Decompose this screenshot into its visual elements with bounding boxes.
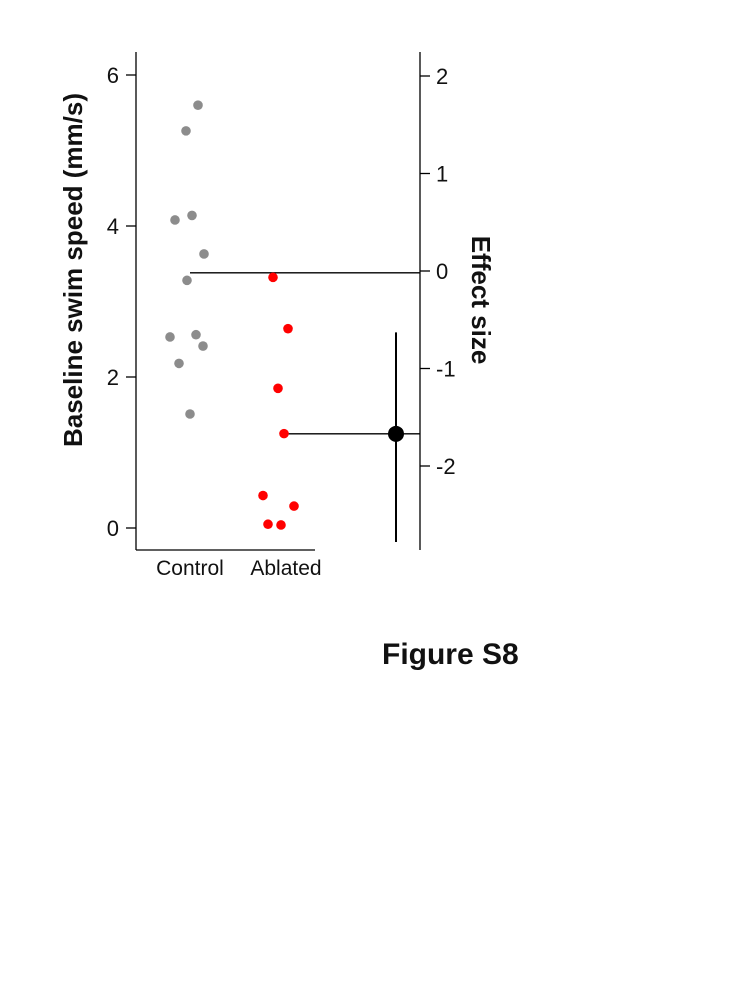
data-point-ablated [279, 428, 289, 439]
right-y-tick-label: -1 [436, 357, 456, 382]
category-label: Control [156, 557, 224, 580]
left-y-tick-label: 4 [107, 214, 119, 239]
data-point-control [191, 329, 201, 340]
data-point-control [198, 341, 208, 351]
right-y-tick-label: 2 [436, 64, 448, 89]
data-point-ablated [258, 490, 268, 501]
y-axis-title: Baseline swim speed (mm/s) [58, 93, 88, 447]
data-point-ablated [263, 519, 273, 530]
figure-label: Figure S8 [382, 638, 519, 671]
data-point-control [185, 409, 195, 419]
data-point-control [182, 275, 192, 286]
data-point-ablated [273, 383, 283, 394]
data-point-control [199, 249, 209, 259]
data-point-control [174, 358, 184, 369]
data-point-ablated [289, 501, 299, 511]
left-y-tick-label: 2 [107, 365, 119, 390]
data-point-ablated [283, 323, 293, 334]
secondary-axis-title: Effect size [466, 236, 496, 365]
effect-estimate-point [388, 425, 404, 442]
data-point-control [165, 332, 175, 342]
right-y-tick-label: 0 [436, 259, 448, 284]
data-point-control [193, 100, 203, 110]
right-y-tick-label: 1 [436, 162, 448, 187]
right-y-tick-label: -2 [436, 454, 456, 479]
category-label: Ablated [250, 557, 321, 580]
left-y-tick-label: 6 [107, 63, 119, 88]
data-point-control [181, 126, 191, 136]
data-point-ablated [276, 520, 286, 530]
data-point-ablated [268, 272, 278, 283]
data-point-control [170, 215, 180, 225]
left-y-tick-label: 0 [107, 516, 119, 541]
data-point-control [187, 210, 197, 221]
